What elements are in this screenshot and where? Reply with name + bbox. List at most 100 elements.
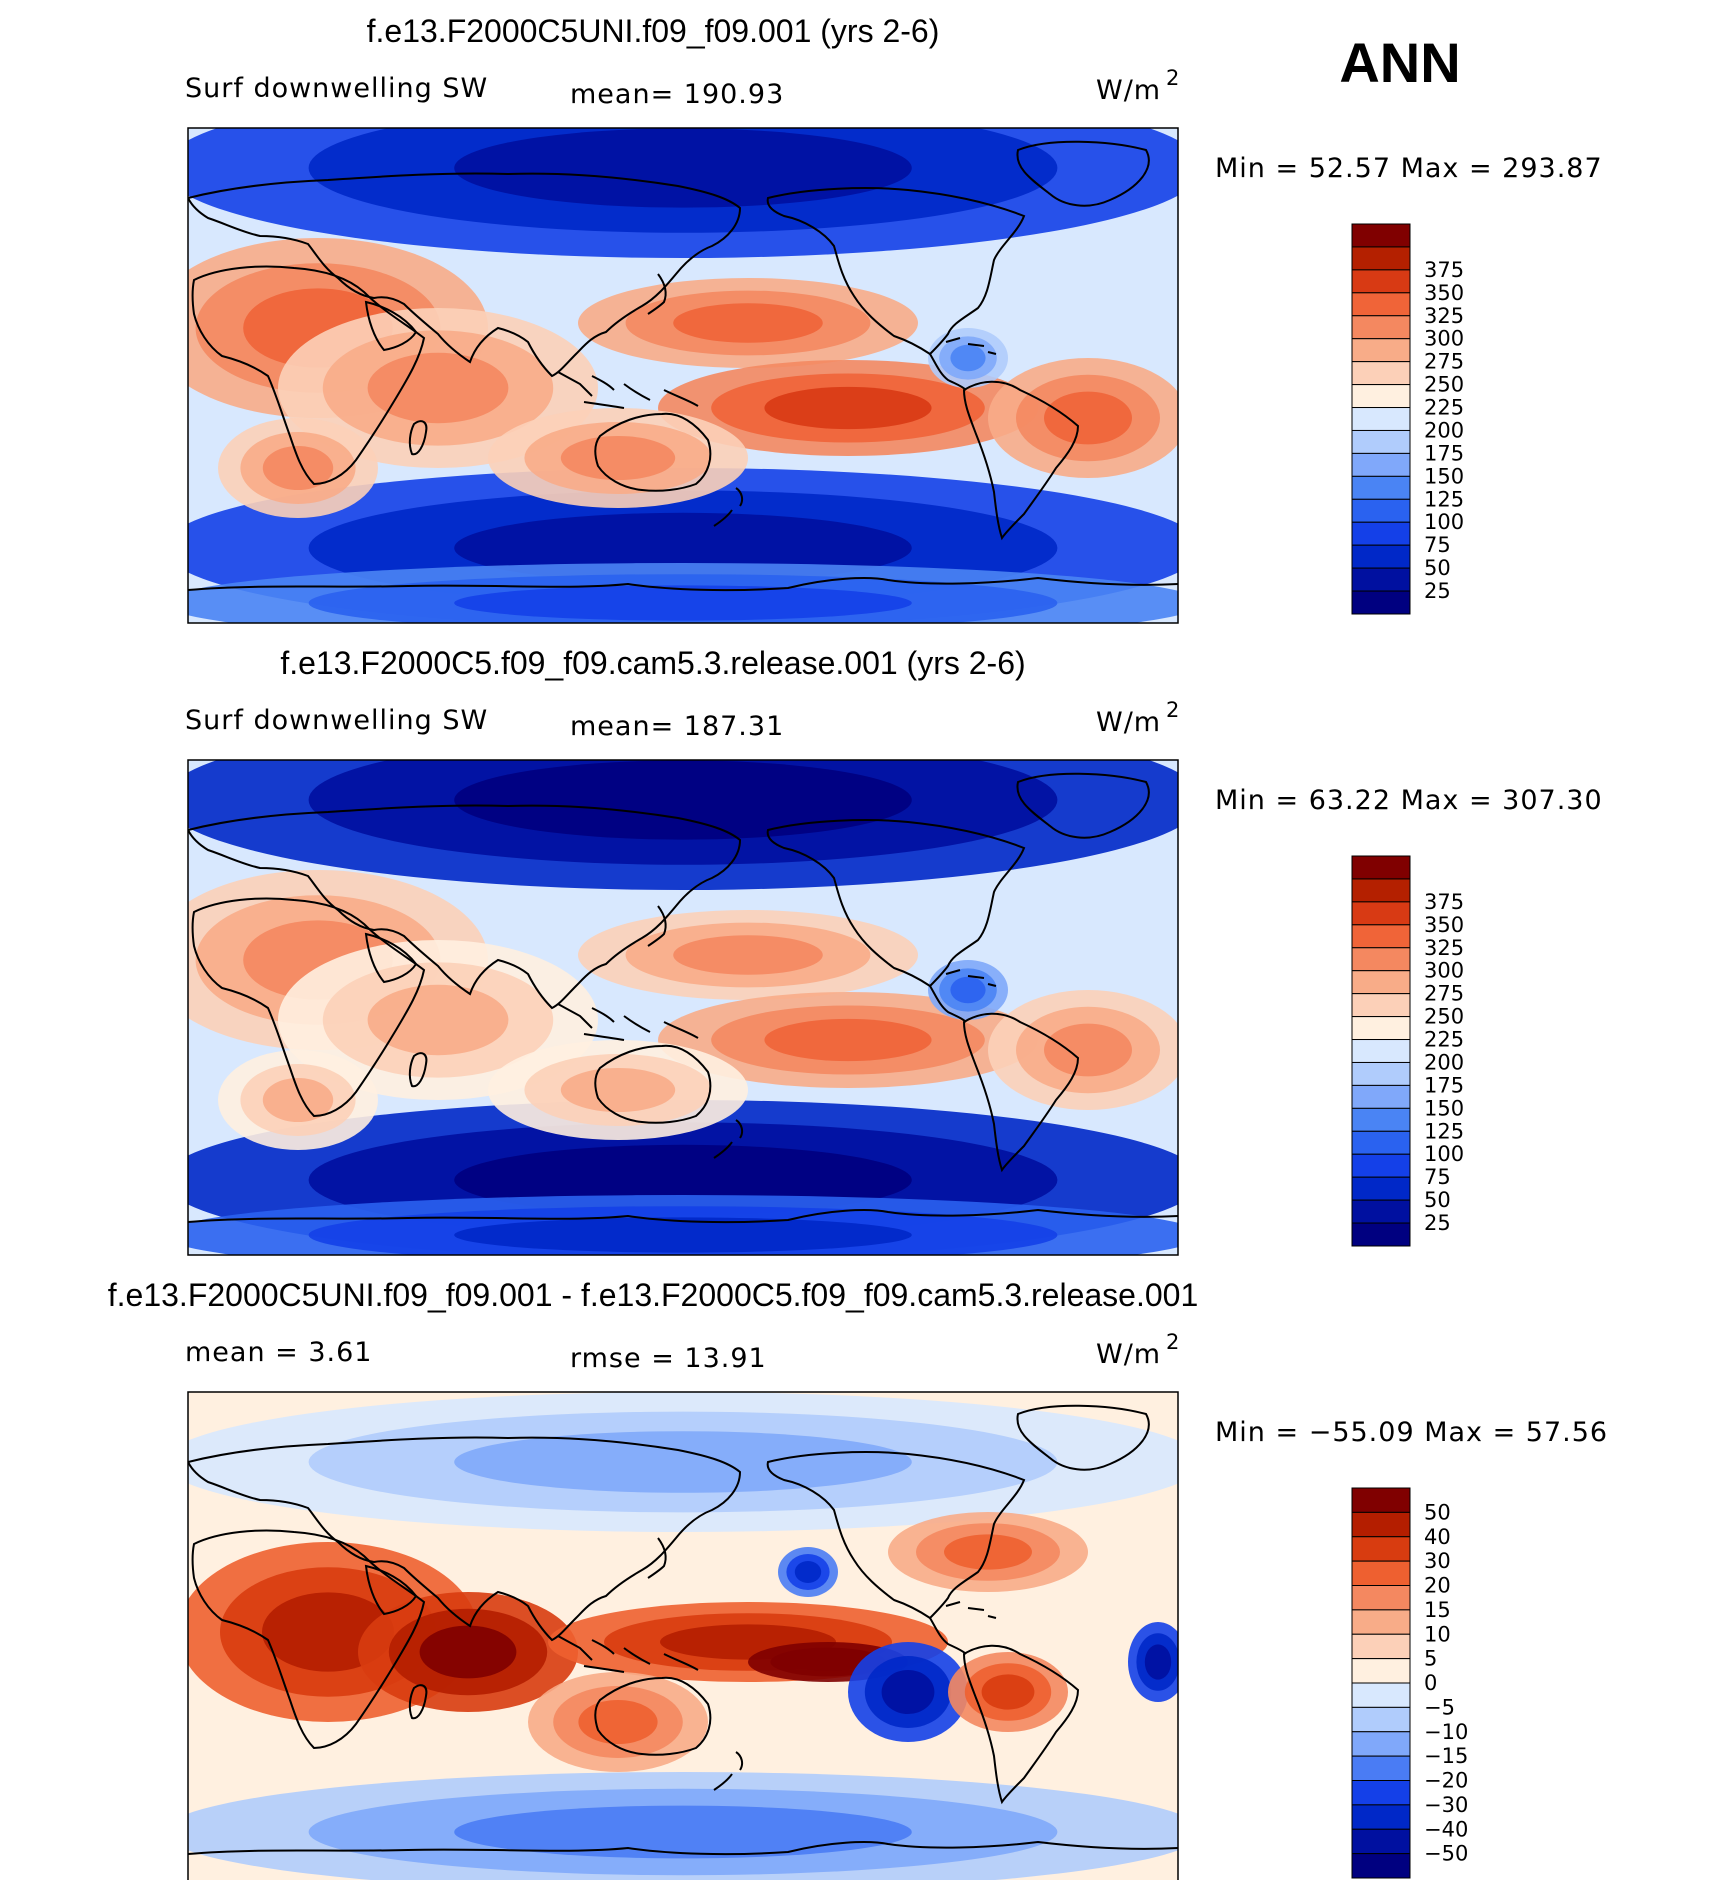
colorbar-box [1351, 521, 1411, 546]
colorbar-box [1351, 1084, 1411, 1109]
colorbar-tick-label: 375 [1424, 890, 1464, 914]
map-field [188, 128, 1178, 623]
colorbar-tick-label: 175 [1424, 441, 1464, 465]
colorbar-tick-label: −50 [1424, 1842, 1468, 1866]
units-exponent: 2 [1166, 698, 1179, 722]
colorbar: 3753503253002752502252001751501251007550… [1351, 223, 1464, 615]
colorbar-box [1351, 1039, 1411, 1063]
colorbar-box [1351, 384, 1411, 409]
colorbar-tick-label: 300 [1424, 327, 1464, 351]
contour-region [454, 1805, 912, 1859]
colorbar: 3753503253002752502252001751501251007550… [1351, 855, 1464, 1247]
contour-region [419, 1625, 517, 1679]
map-panel [187, 759, 1179, 1256]
map-frame [187, 759, 1179, 1256]
map-field [188, 760, 1178, 1255]
colorbar-tick-label: 30 [1424, 1549, 1451, 1573]
colorbar-box [1351, 1560, 1411, 1586]
colorbar-box [1351, 315, 1411, 340]
colorbar-box [1351, 223, 1411, 248]
contour-region [454, 128, 912, 208]
contour-region [560, 436, 676, 480]
colorbar-box [1351, 567, 1411, 592]
contour-region [454, 760, 912, 840]
contour-region [262, 446, 334, 490]
panel-stat-label: rmse = 13.91 [570, 1343, 767, 1374]
colorbar-box [1351, 1682, 1411, 1708]
colorbar-tick-label: −5 [1424, 1695, 1455, 1719]
panel-title: f.e13.F2000C5UNI.f09_f09.001 - f.e13.F20… [108, 1277, 1199, 1313]
units-base: W/m [1096, 1339, 1161, 1370]
colorbar-tick-label: 325 [1424, 304, 1464, 328]
contour-region [454, 585, 912, 621]
contour-region [794, 1561, 822, 1583]
colorbar-box [1351, 338, 1411, 363]
contour-region [792, 1653, 864, 1671]
colorbar-tick-label: 100 [1424, 510, 1464, 534]
colorbar-box [1351, 993, 1411, 1018]
colorbar-tick-label: −40 [1424, 1817, 1468, 1841]
colorbar-tick-label: 10 [1424, 1622, 1451, 1646]
map-panel [187, 1391, 1179, 1880]
colorbar-box [1351, 1706, 1411, 1733]
panel-variable-label: Surf downwelling SW [185, 705, 488, 736]
colorbar-box [1351, 475, 1411, 500]
colorbar-tick-label: 0 [1424, 1671, 1437, 1695]
contour-region [262, 1078, 334, 1122]
colorbar-box [1351, 246, 1411, 271]
colorbar-tick-label: 150 [1424, 464, 1464, 488]
colorbar-tick-label: 350 [1424, 913, 1464, 937]
colorbar-tick-label: 350 [1424, 281, 1464, 305]
units-base: W/m [1096, 707, 1161, 738]
colorbar-tick-label: 250 [1424, 1005, 1464, 1029]
colorbar-box [1351, 1511, 1411, 1538]
colorbar-tick-label: 50 [1424, 1188, 1451, 1212]
colorbar-tick-label: −20 [1424, 1769, 1468, 1793]
colorbar-tick-label: −30 [1424, 1793, 1468, 1817]
colorbar-tick-label: 175 [1424, 1073, 1464, 1097]
colorbar-box [1351, 1633, 1411, 1660]
colorbar-box [1351, 1107, 1411, 1132]
colorbar-box [1351, 361, 1411, 386]
colorbar-box [1351, 498, 1411, 523]
colorbar-box [1351, 1585, 1411, 1611]
contour-region [1044, 1023, 1132, 1077]
contour-region [367, 352, 509, 424]
colorbar-box [1351, 1536, 1411, 1562]
colorbar-box [1351, 1176, 1411, 1201]
colorbar-tick-label: −10 [1424, 1720, 1468, 1744]
colorbar-tick-label: 325 [1424, 936, 1464, 960]
colorbar-box [1351, 1780, 1411, 1806]
min-max-label: Min = 63.22 Max = 307.30 [1215, 785, 1603, 816]
colorbar-tick-label: 100 [1424, 1142, 1464, 1166]
colorbar-tick-label: 50 [1424, 1500, 1451, 1524]
min-max-label: Min = −55.09 Max = 57.56 [1215, 1417, 1608, 1448]
colorbar-tick-label: 125 [1424, 1119, 1464, 1143]
colorbar-tick-label: 200 [1424, 1050, 1464, 1074]
colorbar-tick-label: 40 [1424, 1525, 1451, 1549]
colorbar-box [1351, 590, 1411, 615]
colorbar-box [1351, 1609, 1411, 1635]
colorbar-box [1351, 1199, 1411, 1224]
panel-stat-label: mean= 187.31 [570, 711, 784, 742]
min-max-label: Min = 52.57 Max = 293.87 [1215, 153, 1603, 184]
colorbar-tick-label: 25 [1424, 1211, 1451, 1235]
panel-variable-label: mean = 3.61 [185, 1337, 372, 1368]
colorbar-box [1351, 1828, 1411, 1855]
colorbar-box [1351, 1487, 1411, 1513]
units-exponent: 2 [1166, 1330, 1179, 1354]
contour-region [881, 1670, 935, 1714]
panel-stat-label: mean= 190.93 [570, 79, 784, 110]
contour-region [950, 344, 986, 372]
colorbar-box [1351, 1658, 1411, 1684]
colorbar-box [1351, 1804, 1411, 1830]
colorbar-box [1351, 452, 1411, 477]
colorbar-box [1351, 947, 1411, 972]
colorbar-tick-label: 275 [1424, 350, 1464, 374]
colorbar-box [1351, 429, 1411, 454]
units-label: W/m 2 [1096, 1330, 1179, 1370]
colorbar-box [1351, 901, 1411, 926]
contour-region [1144, 1644, 1172, 1680]
map-frame [187, 127, 1179, 624]
